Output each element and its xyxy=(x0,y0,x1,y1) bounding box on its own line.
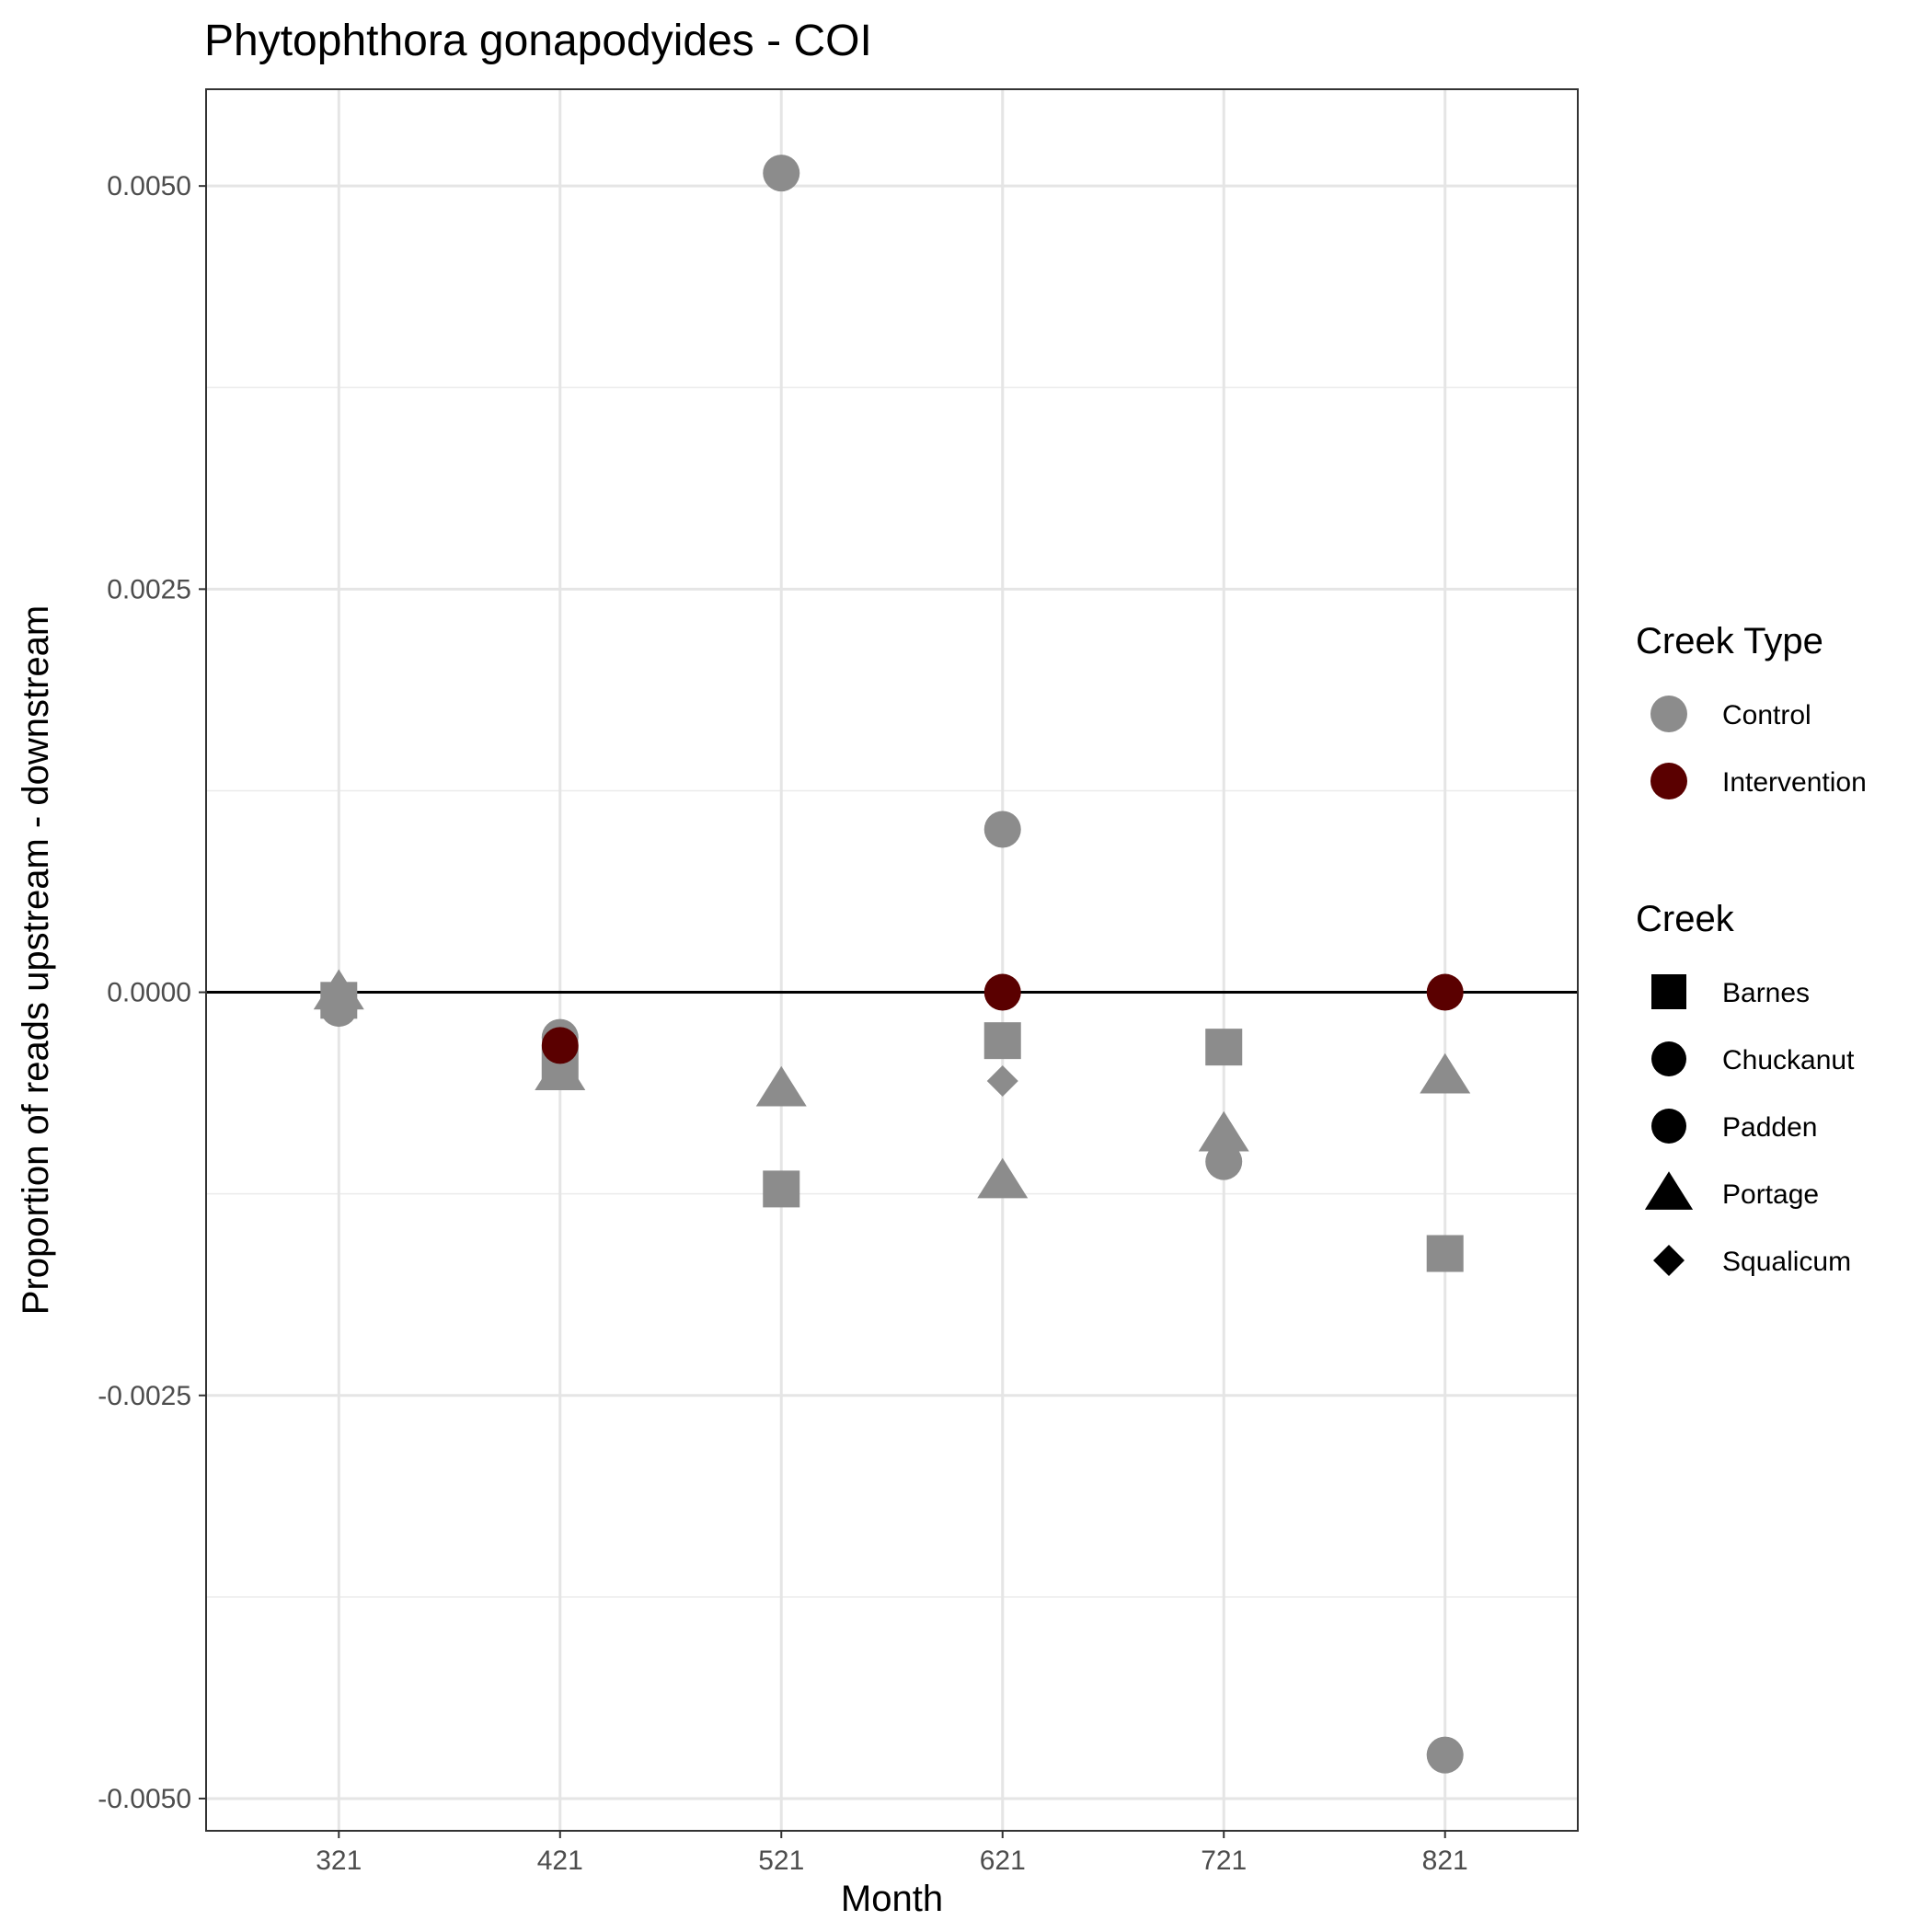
data-point xyxy=(983,973,1021,1011)
data-point xyxy=(541,1027,579,1064)
legend-key-barnes xyxy=(1651,974,1686,1009)
y-tick-label: 0.0050 xyxy=(107,171,191,201)
data-point xyxy=(1426,1736,1464,1774)
data-point xyxy=(1198,1110,1249,1152)
legend-label: Portage xyxy=(1722,1179,1819,1210)
data-point xyxy=(763,1170,800,1208)
data-point xyxy=(977,1157,1029,1199)
y-tick-label: 0.0000 xyxy=(107,978,191,1008)
data-point xyxy=(986,1064,1018,1097)
plot-panel-border xyxy=(205,88,1579,1832)
legend-label: Padden xyxy=(1722,1112,1817,1143)
data-point xyxy=(983,1022,1021,1060)
data-point xyxy=(535,1050,586,1090)
legend-key-portage xyxy=(1644,1171,1694,1210)
chart-title: Phytophthora gonapodyides - COI xyxy=(204,17,872,65)
data-point xyxy=(313,969,364,1010)
data-point xyxy=(1205,1143,1243,1180)
legend-label: Squalicum xyxy=(1722,1247,1851,1277)
data-point xyxy=(1426,973,1464,1011)
legend-title-creek-type: Creek Type xyxy=(1636,621,1823,661)
legend-label: Chuckanut xyxy=(1722,1045,1855,1075)
data-point xyxy=(983,811,1021,848)
data-point xyxy=(1426,1235,1464,1272)
data-points xyxy=(313,155,1471,1774)
x-tick-label: 621 xyxy=(980,1846,1026,1876)
legend-label: Intervention xyxy=(1722,767,1867,798)
data-point xyxy=(1205,1029,1243,1066)
data-point xyxy=(763,155,800,192)
x-axis-ticks: 321 421 521 621 721 821 xyxy=(316,1831,1468,1876)
legend-title-creek: Creek xyxy=(1636,899,1735,939)
legend-key-chuckanut xyxy=(1651,1041,1686,1076)
x-tick-label: 321 xyxy=(316,1846,362,1876)
legend-key-padden xyxy=(1651,1109,1686,1144)
legend-key-squalicum xyxy=(1653,1245,1685,1276)
y-axis-title: Proportion of reads upstream - downstrea… xyxy=(16,605,56,1315)
y-axis-ticks: -0.0050 -0.0025 0.0000 0.0025 0.0050 xyxy=(98,171,206,1814)
legend-key-control xyxy=(1650,696,1687,732)
legend: Creek Type Control Intervention Creek Barnes… xyxy=(1636,621,1867,1277)
data-point xyxy=(755,1065,807,1107)
y-tick-label: -0.0025 xyxy=(98,1381,191,1411)
x-tick-label: 521 xyxy=(758,1846,804,1876)
x-tick-label: 821 xyxy=(1422,1846,1468,1876)
y-tick-label: -0.0050 xyxy=(98,1784,191,1814)
legend-label: Control xyxy=(1722,700,1811,730)
legend-label: Barnes xyxy=(1722,978,1810,1008)
data-point xyxy=(1420,1052,1471,1094)
legend-key-intervention xyxy=(1650,763,1687,799)
x-tick-label: 721 xyxy=(1201,1846,1247,1876)
x-axis-title: Month xyxy=(841,1879,943,1919)
x-tick-label: 421 xyxy=(537,1846,583,1876)
y-tick-label: 0.0025 xyxy=(107,574,191,604)
grid-lines xyxy=(206,89,1578,1831)
